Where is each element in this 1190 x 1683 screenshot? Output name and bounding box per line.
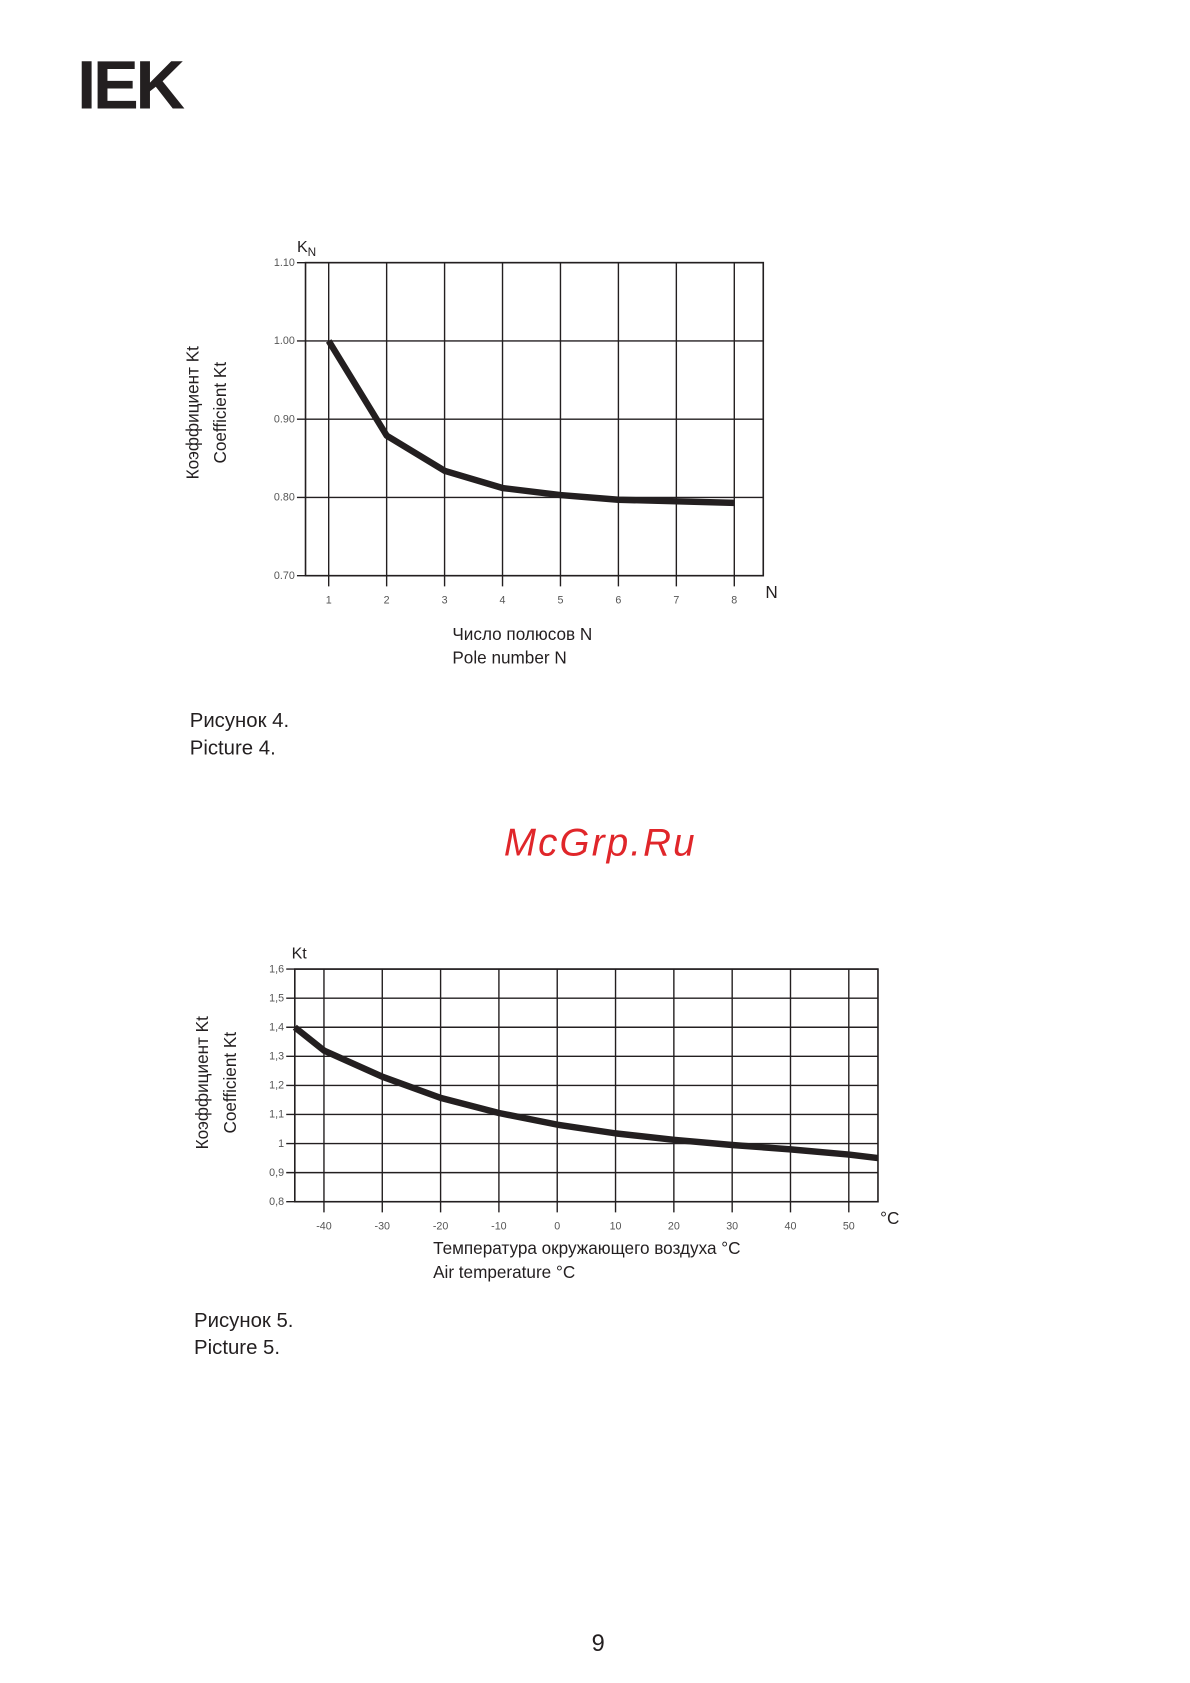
caption: Рисунок 5.: [194, 1310, 293, 1332]
y-symbol: KN: [297, 238, 316, 259]
x-tick-label: 50: [843, 1221, 855, 1233]
x-tick-label: 6: [615, 595, 621, 607]
x-tick-label: 7: [673, 595, 679, 607]
y-tick-label: 0,8: [269, 1196, 284, 1208]
curve: [292, 1024, 879, 1162]
x-tick-label: 40: [785, 1221, 797, 1233]
y-tick-label: 0.80: [274, 492, 295, 504]
caption: Picture 5.: [194, 1337, 280, 1359]
y-axis-title: Коэффициент Kt: [192, 1016, 212, 1149]
x-tick-label: 0: [554, 1221, 560, 1233]
x-tick-label: 30: [726, 1221, 738, 1233]
logo: IEK: [77, 46, 184, 123]
x-tick-label: 4: [500, 595, 506, 607]
x-tick-label: 10: [610, 1221, 622, 1233]
y-tick-label: 1,4: [269, 1021, 284, 1033]
x-tick-label: -30: [375, 1221, 391, 1233]
x-axis-title: Pole number N: [452, 648, 566, 668]
y-tick-label: 1,5: [269, 992, 284, 1004]
y-axis-title: Coefficient Kt: [210, 362, 230, 464]
y-axis-title: Коэффициент Kt: [182, 346, 202, 479]
x-tick-label: -10: [491, 1221, 507, 1233]
y-axis-title: Coefficient Kt: [220, 1032, 240, 1134]
y-tick-label: 0,9: [269, 1167, 284, 1179]
y-tick-label: 0.70: [274, 570, 295, 582]
y-tick-label: 1.00: [274, 335, 295, 347]
content: IEK Рисунок 4. Picture 4. McGrp.Ru Рисун…: [77, 46, 899, 1656]
y-tick-label: 1,6: [269, 963, 284, 975]
x-tick-label: 1: [326, 595, 332, 607]
caption: Picture 4.: [190, 738, 276, 760]
x-tick-label: 8: [731, 595, 737, 607]
watermark: McGrp.Ru: [504, 821, 697, 864]
y-tick-label: 0.90: [274, 413, 295, 425]
page-number: 9: [592, 1630, 605, 1656]
x-tick-label: -40: [316, 1221, 332, 1233]
y-symbol-sub: N: [308, 246, 317, 259]
x-tick-label: 5: [557, 595, 563, 607]
x-tick-label: 3: [442, 595, 448, 607]
x-unit: N: [765, 582, 777, 602]
x-unit: °C: [880, 1208, 899, 1228]
curve: [325, 339, 735, 507]
x-axis-title: Число полюсов N: [452, 624, 592, 644]
y-tick-label: 1,3: [269, 1051, 284, 1063]
x-tick-label: -20: [433, 1221, 449, 1233]
caption: Рисунок 4.: [190, 710, 289, 732]
x-axis-title: Температура окружающего воздуха °C: [433, 1238, 740, 1258]
x-axis-title: Air temperature °C: [433, 1262, 575, 1282]
x-tick-label: 20: [668, 1221, 680, 1233]
y-symbol: Kt: [292, 944, 308, 962]
y-tick-label: 1.10: [274, 257, 295, 269]
y-tick-label: 1,1: [269, 1109, 284, 1121]
x-tick-label: 2: [384, 595, 390, 607]
y-tick-label: 1: [278, 1138, 284, 1150]
y-tick-label: 1,2: [269, 1080, 284, 1092]
